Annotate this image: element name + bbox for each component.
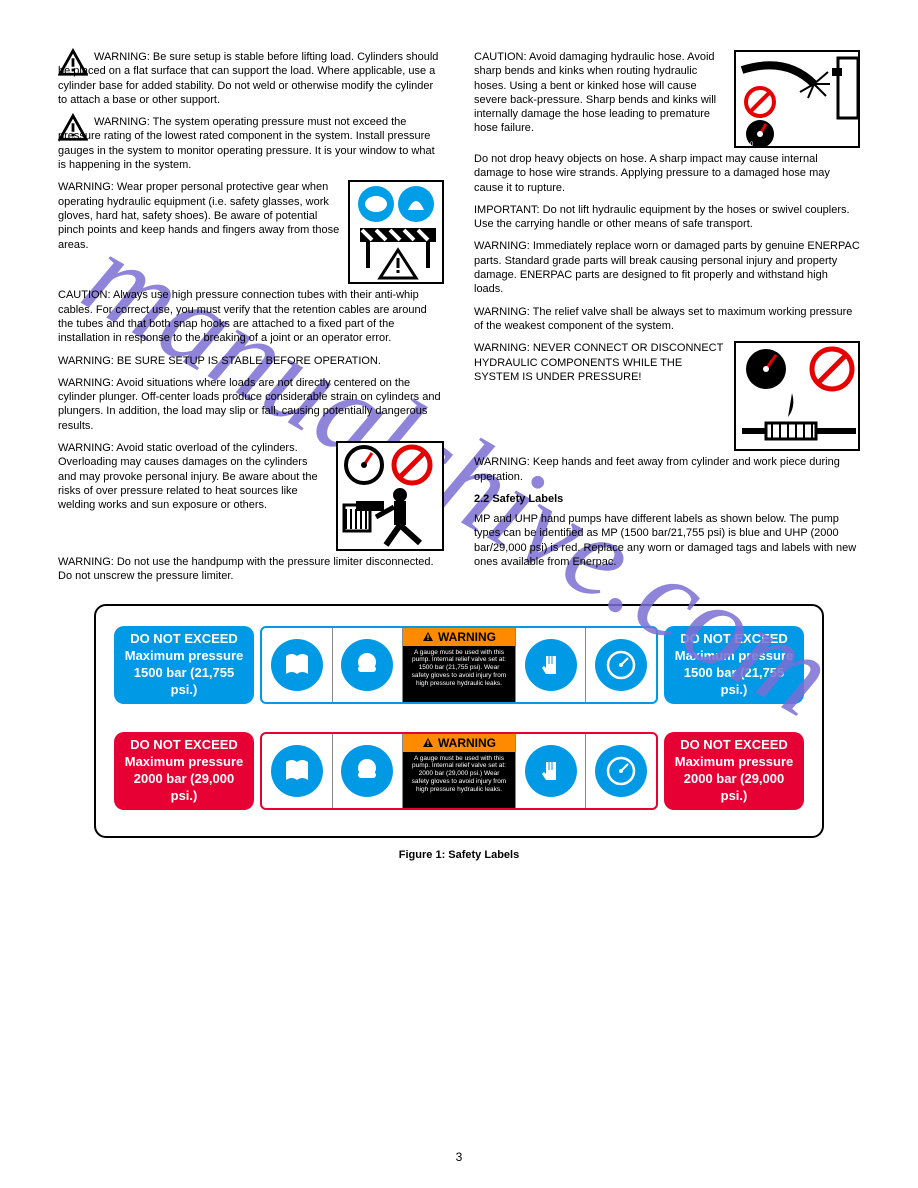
- pressure-pod-red-right: DO NOT EXCEED Maximum pressure 2000 bar …: [664, 732, 804, 810]
- warning-body-red: A gauge must be used with this pump. Int…: [403, 752, 514, 797]
- safety-pictogram-ppe: [348, 180, 444, 284]
- pressure-pod-red-left: DO NOT EXCEED Maximum pressure 2000 bar …: [114, 732, 254, 810]
- two-column-layout: WARNING: Be sure setup is stable before …: [58, 50, 860, 592]
- pod-line-1: DO NOT EXCEED: [120, 631, 248, 648]
- warning-text-8: WARNING: Immediately replace worn or dam…: [474, 239, 860, 296]
- safety-pictogram-hose: 0: [734, 50, 860, 148]
- warning-text-9: WARNING: The relief valve shall be alway…: [474, 305, 860, 334]
- warning-text-7: WARNING: Do not use the handpump with th…: [58, 555, 444, 584]
- safety-pictogram-overload: [336, 441, 444, 551]
- warning-block-1: WARNING: Be sure setup is stable before …: [58, 50, 444, 107]
- pod-line-2: Maximum pressure: [670, 754, 798, 771]
- pod-line-1: DO NOT EXCEED: [120, 737, 248, 754]
- pictogram-strip-red: WARNING A gauge must be used with this p…: [260, 732, 658, 810]
- warning-triangle-icon: [58, 113, 88, 143]
- pod-line-3: 2000 bar (29,000 psi.): [120, 771, 248, 805]
- warning-header-text: WARNING: [438, 736, 496, 750]
- warning-header: WARNING: [403, 628, 514, 646]
- pod-line-1: DO NOT EXCEED: [670, 737, 798, 754]
- pictogram-strip-blue: WARNING A gauge must be used with this p…: [260, 626, 658, 704]
- safety-pictogram-disconnect: [734, 341, 860, 451]
- manual-icon: [271, 745, 323, 797]
- warning-panel-red: WARNING A gauge must be used with this p…: [403, 734, 515, 808]
- gloves-icon: [525, 745, 577, 797]
- pictogram-manual: [262, 628, 333, 702]
- pod-line-3: 2000 bar (29,000 psi.): [670, 771, 798, 805]
- warning-text-4: WARNING: BE SURE SETUP IS STABLE BEFORE …: [58, 354, 444, 368]
- label-row-red: DO NOT EXCEED Maximum pressure 2000 bar …: [114, 732, 804, 810]
- pod-line-3: 1500 bar (21,755 psi.): [120, 665, 248, 699]
- pictogram-gauge: [586, 734, 656, 808]
- warning-header: WARNING: [403, 734, 514, 752]
- column-right: 0 CAUTION: Avoid damaging hydraulic hose…: [474, 50, 860, 592]
- pictogram-manual: [262, 734, 333, 808]
- warning-triangle-icon: [58, 48, 88, 78]
- label-row-blue: DO NOT EXCEED Maximum pressure 1500 bar …: [114, 626, 804, 704]
- column-left: WARNING: Be sure setup is stable before …: [58, 50, 444, 592]
- page-number: 3: [456, 1150, 463, 1164]
- goggles-icon: [341, 745, 393, 797]
- warning-triangle-icon: [422, 737, 434, 749]
- pictogram-goggles: [333, 628, 404, 702]
- warning-header-text: WARNING: [438, 630, 496, 644]
- caution-block-hose: 0 CAUTION: Avoid damaging hydraulic hose…: [474, 50, 860, 152]
- important-text-1: IMPORTANT: Do not lift hydraulic equipme…: [474, 203, 860, 232]
- pictogram-gauge: [586, 628, 656, 702]
- pod-line-2: Maximum pressure: [120, 648, 248, 665]
- manual-icon: [271, 639, 323, 691]
- warning-block-3: WARNING: Wear proper personal protective…: [58, 180, 444, 288]
- gloves-icon: [525, 639, 577, 691]
- pictogram-gloves: [516, 628, 587, 702]
- pressure-pod-blue-right: DO NOT EXCEED Maximum pressure 1500 bar …: [664, 626, 804, 704]
- warning-text-11: WARNING: Keep hands and feet away from c…: [474, 455, 860, 484]
- safety-labels-figure: DO NOT EXCEED Maximum pressure 1500 bar …: [94, 604, 824, 838]
- warning-block-2: WARNING: The system operating pressure m…: [58, 115, 444, 172]
- body-text-1: Do not drop heavy objects on hose. A sha…: [474, 152, 860, 195]
- gauge-icon: [595, 639, 647, 691]
- pod-line-3: 1500 bar (21,755 psi.): [670, 665, 798, 699]
- pod-line-2: Maximum pressure: [670, 648, 798, 665]
- pod-line-2: Maximum pressure: [120, 754, 248, 771]
- warning-block-disconnect: WARNING: NEVER CONNECT OR DISCONNECT HYD…: [474, 341, 860, 455]
- warning-triangle-icon: [422, 631, 434, 643]
- section-title-safety-labels: 2.2 Safety Labels: [474, 492, 860, 506]
- warning-text-1: WARNING: Be sure setup is stable before …: [58, 50, 444, 107]
- pictogram-goggles: [333, 734, 404, 808]
- warning-text-2: WARNING: The system operating pressure m…: [58, 115, 444, 172]
- figure-caption: Figure 1: Safety Labels: [58, 848, 860, 862]
- warning-body-blue: A gauge must be used with this pump. Int…: [403, 646, 514, 691]
- pod-line-1: DO NOT EXCEED: [670, 631, 798, 648]
- goggles-icon: [341, 639, 393, 691]
- warning-block-overload: WARNING: Avoid static overload of the cy…: [58, 441, 444, 555]
- gauge-icon: [595, 745, 647, 797]
- warning-panel-blue: WARNING A gauge must be used with this p…: [403, 628, 515, 702]
- pictogram-gloves: [516, 734, 587, 808]
- caution-text-1: CAUTION: Always use high pressure connec…: [58, 288, 444, 345]
- warning-text-5: WARNING: Avoid situations where loads ar…: [58, 376, 444, 433]
- section-body-safety-labels: MP and UHP hand pumps have different lab…: [474, 512, 860, 569]
- pressure-pod-blue-left: DO NOT EXCEED Maximum pressure 1500 bar …: [114, 626, 254, 704]
